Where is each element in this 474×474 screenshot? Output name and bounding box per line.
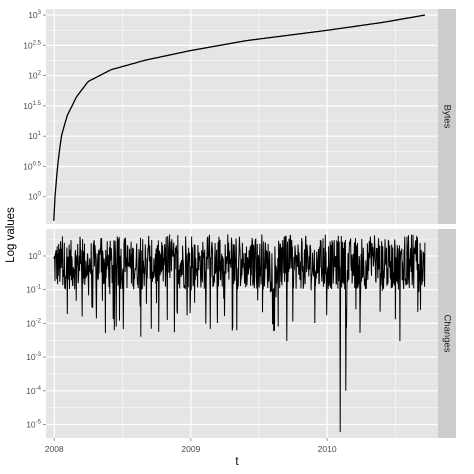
x-axis-title: t xyxy=(235,456,239,468)
y-tick-label: 101 xyxy=(28,131,41,141)
y-tick-label: 100 xyxy=(28,192,41,202)
panel-bytes-grid xyxy=(46,9,438,224)
strip-changes-background xyxy=(438,229,456,438)
strip-bytes-background xyxy=(438,9,456,224)
y-tick-label: 10-2 xyxy=(26,318,41,328)
x-axis-ticks: 2008 2009 2010 xyxy=(45,438,337,454)
changes-series-line xyxy=(53,234,426,433)
strip-bytes-label: Bytes xyxy=(441,105,452,129)
x-tick-label: 2009 xyxy=(181,444,200,454)
panel-changes: Changes 100 10-1 10-2 10-3 10-4 10-5 xyxy=(26,229,456,438)
strip-changes-label: Changes xyxy=(441,314,452,352)
y-tick-label: 100.5 xyxy=(23,161,41,171)
y-tick-label: 103 xyxy=(28,10,41,20)
y-tick-label: 101.5 xyxy=(23,101,41,111)
y-axis-title: Log values xyxy=(5,207,17,263)
x-tick-label: 2008 xyxy=(45,444,64,454)
panel-changes-y-ticks: 100 10-1 10-2 10-3 10-4 10-5 xyxy=(26,251,46,430)
y-tick-label: 102.5 xyxy=(23,40,41,50)
y-tick-label: 10-4 xyxy=(26,386,41,396)
y-tick-label: 10-1 xyxy=(26,285,41,295)
y-tick-label: 100 xyxy=(28,251,41,261)
x-tick-label: 2010 xyxy=(318,444,337,454)
panel-bytes: Bytes 100 100.5 101 101.5 102 102.5 103 xyxy=(23,9,456,224)
bytes-series-line xyxy=(53,14,425,221)
y-tick-label: 102 xyxy=(28,71,41,81)
y-tick-label: 10-5 xyxy=(26,420,41,430)
y-tick-label: 10-3 xyxy=(26,352,41,362)
panel-bytes-y-ticks: 100 100.5 101 101.5 102 102.5 103 xyxy=(23,10,46,202)
